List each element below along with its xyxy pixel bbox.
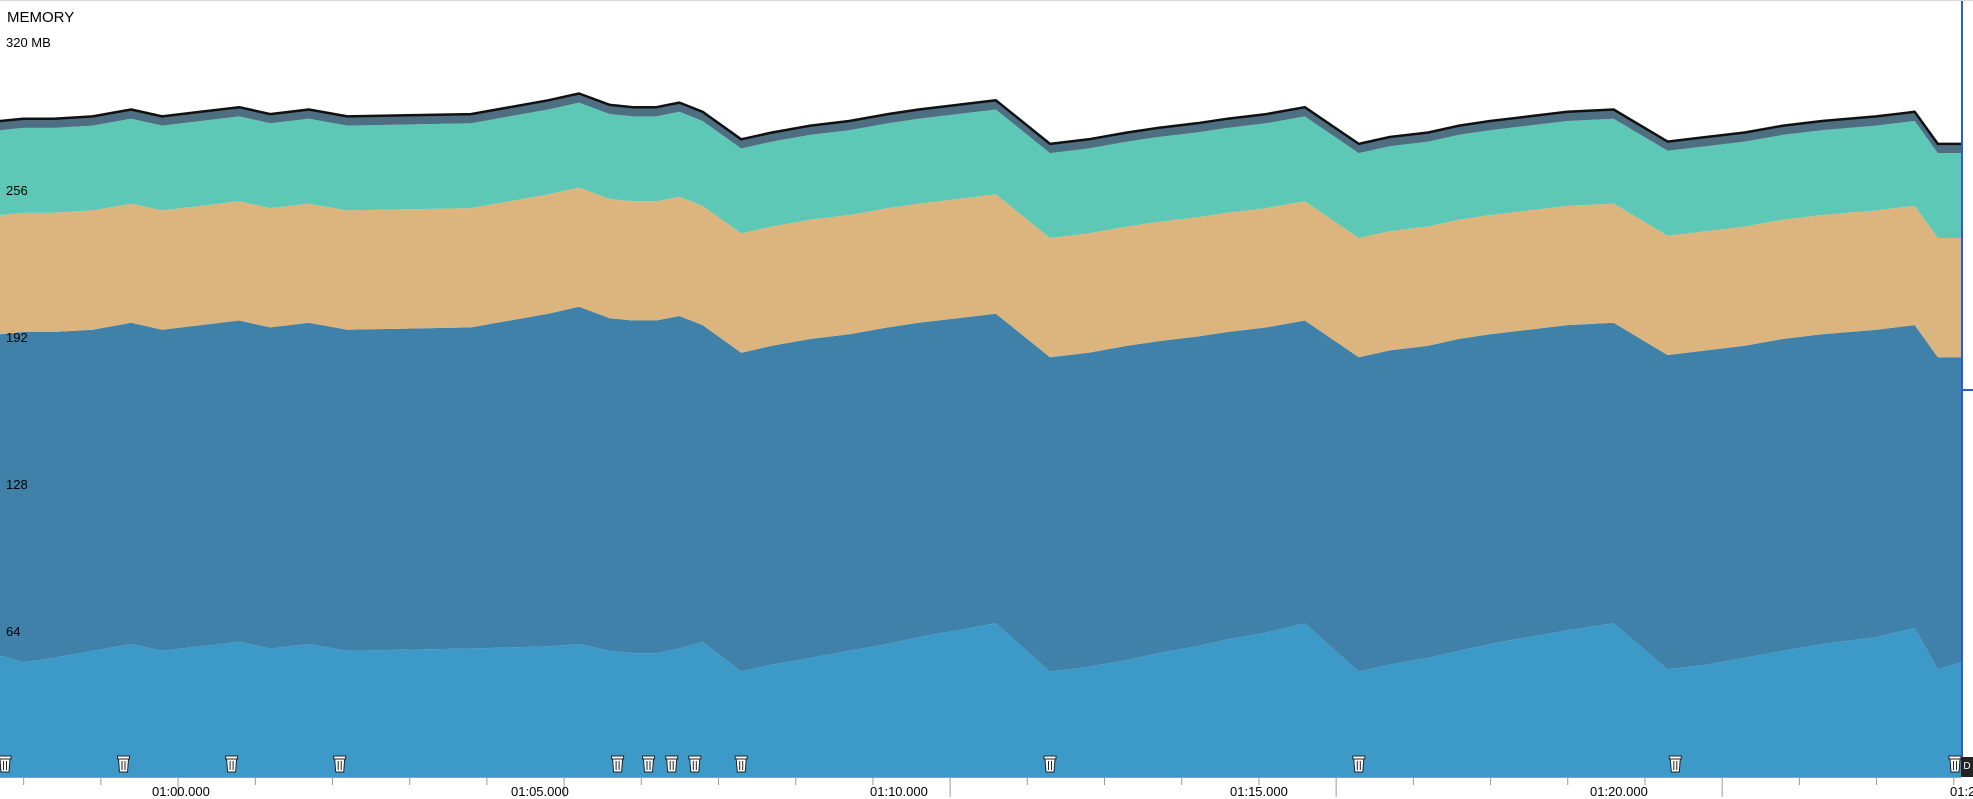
y-axis-max-label: 320 MB xyxy=(6,35,51,50)
selection-range-handle[interactable] xyxy=(1961,1,1963,767)
x-time-label: 01:2 xyxy=(1950,784,1973,799)
panel-title: MEMORY xyxy=(7,9,75,26)
gc-trash-icon[interactable] xyxy=(665,755,679,773)
y-tick-label: 128 xyxy=(6,477,28,492)
gc-trash-icon[interactable] xyxy=(0,755,12,773)
gc-trash-icon[interactable] xyxy=(117,755,130,773)
x-time-label: 01:20.000 xyxy=(1590,784,1648,799)
y-tick-label: 192 xyxy=(6,330,28,345)
gc-trash-icon[interactable] xyxy=(1948,755,1962,773)
gc-trash-icon[interactable] xyxy=(642,755,655,773)
y-tick-label: 64 xyxy=(6,624,21,639)
gc-trash-icon[interactable] xyxy=(688,755,702,773)
gc-trash-icon[interactable] xyxy=(1668,755,1682,773)
gc-trash-icon[interactable] xyxy=(1043,755,1057,773)
gc-trash-icon[interactable] xyxy=(333,755,347,773)
x-time-label: 01:05.000 xyxy=(511,784,569,799)
gc-trash-icon[interactable] xyxy=(734,755,748,773)
gc-trash-icon[interactable] xyxy=(611,755,625,773)
area-layer-5 xyxy=(0,93,1961,154)
x-time-label: 01:00.000 xyxy=(152,784,210,799)
area-layer-4 xyxy=(0,102,1961,238)
area-layer-1 xyxy=(0,623,1961,777)
y-tick-label: 256 xyxy=(6,183,28,198)
total-memory-outline xyxy=(0,92,1961,146)
selection-range-tick xyxy=(1961,389,1973,391)
area-layer-2 xyxy=(0,306,1961,672)
gc-trash-icon[interactable] xyxy=(225,755,239,773)
x-time-label: 01:15.000 xyxy=(1230,784,1288,799)
area-layer-3 xyxy=(0,187,1961,358)
x-time-label: 01:10.000 xyxy=(870,784,928,799)
gc-trash-icon[interactable] xyxy=(1352,755,1366,773)
corner-marker[interactable]: D xyxy=(1961,757,1973,777)
